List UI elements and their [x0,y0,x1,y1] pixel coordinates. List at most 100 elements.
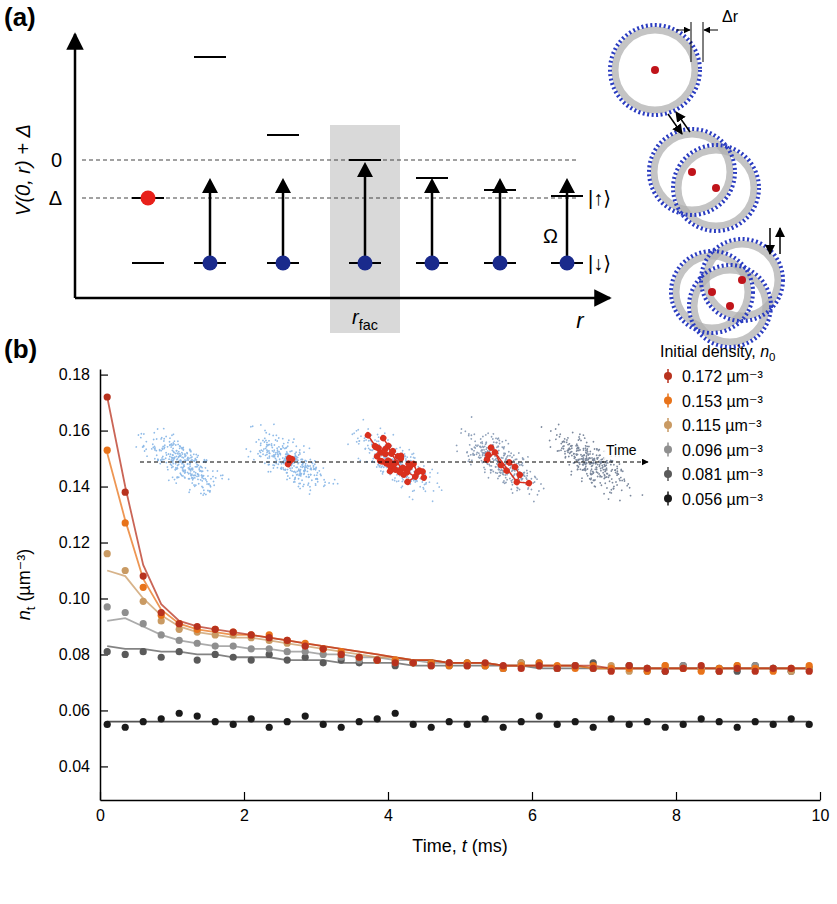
cluster-link [488,452,523,482]
cloud-atom [577,466,580,469]
cloud-atom [172,447,175,450]
cloud-atom [592,453,595,456]
cloud-atom [167,468,170,471]
cloud-atom [309,458,312,461]
cloud-atom [412,452,415,455]
cloud-atom [616,470,619,473]
cloud-atom [482,446,485,449]
data-point [608,715,615,722]
rydberg-atom [415,466,424,475]
rydberg-atom [379,434,388,443]
cloud-atom [592,472,595,475]
cloud-atom [513,473,516,476]
cloud-atom [212,470,215,473]
cloud-atom [180,466,183,469]
cloud-atom [295,451,298,454]
data-point [302,712,309,719]
cloud-atom [176,476,179,479]
data-point [482,715,489,722]
data-point [770,665,777,672]
cloud-atom [189,465,192,468]
cloud-atom [412,456,415,459]
cloud-atom [159,462,162,465]
cloud-atom [202,475,205,478]
tick-mark [100,430,108,431]
cloud-atom [431,500,434,503]
cloud-atom [540,426,543,429]
fit-line [107,571,809,669]
panel-b: (b)Time02468100.040.060.080.100.120.140.… [4,334,830,856]
cloud-atom [164,457,167,460]
cloud-atom [603,463,606,466]
cloud-atom [155,438,158,441]
data-point [194,656,201,663]
cloud-atom [308,493,311,496]
cloud-atom [606,473,609,476]
cloud-atom [477,456,480,459]
cloud-atom [573,452,576,455]
tick-label: 2 [240,807,249,824]
transition-arrow [364,174,367,263]
cloud-atom [212,480,215,483]
level [349,159,381,161]
cloud-atom [172,462,175,465]
level [194,56,226,58]
cloud-atom [154,447,157,450]
cloud-atom [197,478,200,481]
fit-line [107,646,809,668]
cloud-atom [411,498,414,501]
cloud-atom [171,434,174,437]
cloud-atom [179,455,182,458]
cloud-atom [177,463,180,466]
cloud-atom [188,491,191,494]
shell-sketch: Δr [610,8,783,347]
cloud-atom [180,474,183,477]
cloud-atom [358,440,361,443]
cloud-atom [307,476,310,479]
cloud-atom [391,478,394,481]
rydberg-atom [502,466,511,475]
data-point [140,648,147,655]
cloud-atom [566,439,569,442]
cloud-atom [530,488,533,491]
cloud-atom [558,450,561,453]
transition-arrow [769,228,771,254]
cloud-atom [590,481,593,484]
data-point [626,662,633,669]
cloud-atom [588,445,591,448]
cloud-atom [473,433,476,436]
cloud-atom [610,488,613,491]
fit-line [107,397,809,668]
cloud-atom [309,486,312,489]
cloud-atom [381,473,384,476]
cloud-atom [360,435,363,438]
cloud-atom [494,466,497,469]
cloud-atom [563,445,566,448]
level-label: 0 [51,149,62,171]
cloud-atom [309,473,312,476]
cloud-atom [596,463,599,466]
cloud-atom [436,482,439,485]
cloud-atom [288,477,291,480]
data-point [392,659,399,666]
cloud-atom [492,433,495,436]
text-part: (µm⁻³) [14,549,34,607]
data-point [176,637,183,644]
cloud-atom [528,493,531,496]
cloud-atom [279,448,282,451]
cloud-atom [155,454,158,457]
data-point [212,642,219,649]
cloud-atom [503,480,506,483]
cloud-atom [258,438,261,441]
cloud-atom [628,487,631,490]
cloud-atom [470,454,473,457]
cloud-atom [253,458,256,461]
x-tick: 6 [528,792,537,824]
cloud-atom [527,456,530,459]
cloud-atom [191,459,194,462]
cloud-atom [267,444,270,447]
cloud-atom [521,464,524,467]
tick-mark [100,598,108,599]
data-point [266,645,273,652]
cloud-atom [179,454,182,457]
